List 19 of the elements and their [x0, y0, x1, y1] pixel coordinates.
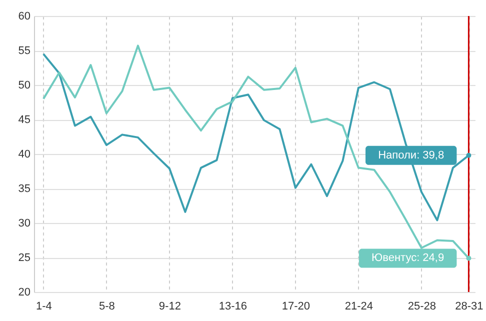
y-tick-label: 50 — [18, 80, 30, 92]
x-tick-label: 21-24 — [344, 300, 374, 312]
annotation: Наполи: 39,8 — [378, 149, 444, 162]
x-tick-label: 5-8 — [98, 300, 115, 312]
y-tick-label: 25 — [18, 252, 30, 264]
x-tick-label: 28-31 — [455, 300, 484, 312]
y-tick-label: 20 — [18, 286, 30, 298]
y-tick-label: 35 — [18, 183, 30, 195]
y-tick-label: 40 — [18, 148, 30, 160]
x-tick-label: 25-28 — [408, 300, 436, 312]
y-tick-label: 45 — [18, 114, 30, 126]
y-tick-label: 55 — [18, 45, 30, 57]
y-tick-label: 30 — [18, 218, 30, 230]
x-tick-label: 17-20 — [282, 300, 310, 312]
x-tick-label: 9-12 — [158, 300, 181, 312]
x-tick-label: 13-16 — [218, 300, 248, 312]
x-tick-label: 1-4 — [36, 300, 52, 312]
y-tick-label: 60 — [18, 10, 30, 22]
annotation: Ювентус: 24,9 — [372, 252, 444, 264]
